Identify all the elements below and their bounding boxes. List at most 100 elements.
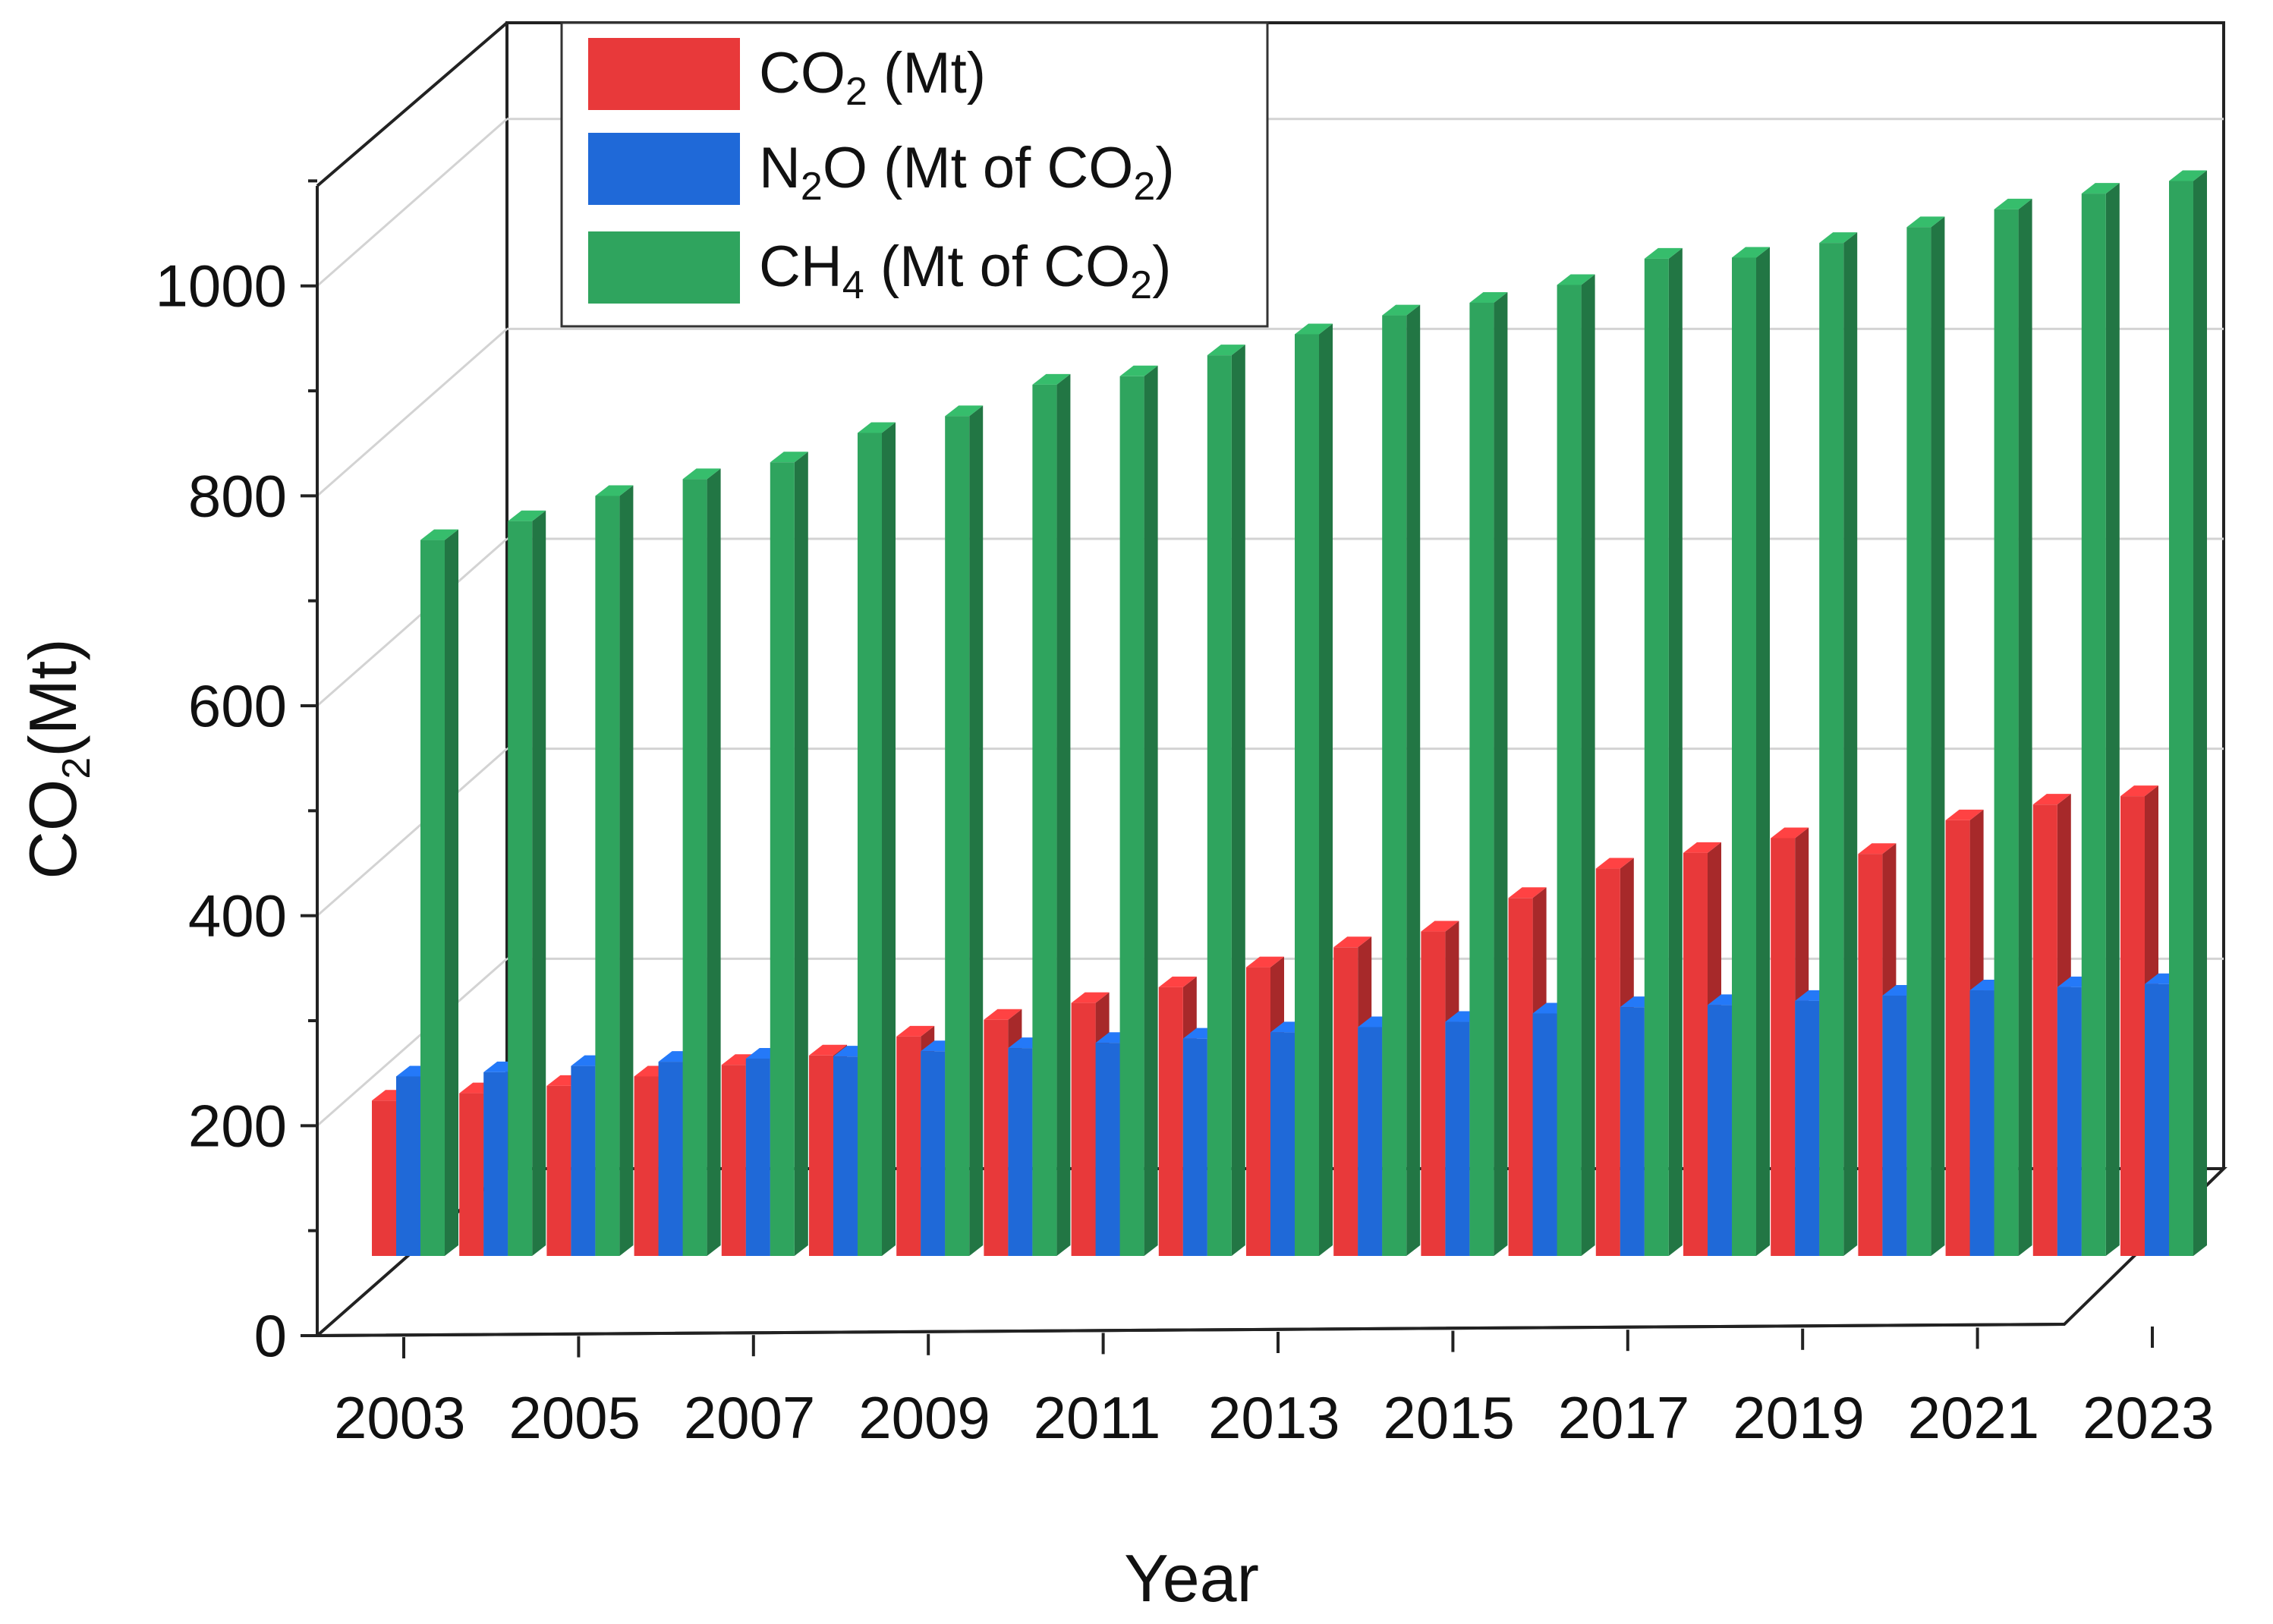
bar-top	[1119, 365, 1158, 376]
bar-top	[2032, 794, 2071, 805]
bar-front	[1095, 1043, 1120, 1256]
bar-front	[809, 1055, 833, 1256]
bar-ch4	[1994, 198, 2032, 1257]
bar-top	[2120, 785, 2158, 797]
bar-front	[858, 433, 882, 1256]
bar-top	[2081, 183, 2120, 194]
bar-side	[969, 405, 984, 1256]
bar-front	[1445, 1021, 1470, 1256]
bar-side	[707, 468, 721, 1257]
bar-ch4	[1644, 247, 1683, 1256]
bar-front	[1469, 302, 1494, 1256]
bar-top	[420, 529, 458, 540]
bar-front	[745, 1058, 770, 1256]
bar-top	[682, 468, 721, 480]
x-tick-label: 2007	[684, 1384, 816, 1451]
bar-top	[809, 1044, 847, 1056]
x-axis-line	[316, 1323, 2065, 1337]
bar-ch4	[1732, 247, 1770, 1256]
bar-front	[770, 462, 795, 1256]
bar-front	[1795, 1000, 1820, 1256]
bar-side	[1756, 247, 1770, 1256]
bar-front	[1295, 334, 1319, 1256]
x-tick-label: 2011	[1034, 1384, 1161, 1451]
bar-top	[1246, 956, 1284, 968]
legend-swatch-co2	[588, 38, 740, 110]
bar-ch4	[595, 485, 634, 1256]
bar-side	[2193, 170, 2207, 1257]
bar-side	[1494, 291, 1508, 1256]
bar-side	[1581, 274, 1595, 1256]
bar-side	[794, 452, 808, 1256]
legend-swatch-n2o	[588, 133, 740, 205]
bar-front	[1644, 258, 1669, 1256]
bar-ch4	[1382, 304, 1421, 1256]
bar-side	[1231, 345, 1245, 1256]
bar-front	[1008, 1048, 1033, 1256]
bar-front	[1771, 838, 1796, 1256]
bar-front	[1683, 852, 1708, 1256]
bar-front	[1333, 947, 1358, 1256]
x-axis-title: Year	[1124, 1541, 1259, 1616]
top-left-depth-edge	[316, 21, 508, 187]
bar-ch4	[945, 405, 984, 1256]
bar-front	[2169, 181, 2193, 1257]
legend-label-ch4: CH4 (Mt of CO2)	[759, 234, 1171, 307]
bar-ch4	[508, 510, 546, 1256]
bar-top	[984, 1009, 1022, 1020]
bar-ch4	[2081, 183, 2120, 1257]
bar-top	[1032, 373, 1071, 385]
bar-co2	[1858, 843, 1897, 1256]
x-tick-label: 2015	[1383, 1384, 1515, 1451]
bar-top	[945, 405, 984, 417]
gridline-left-wall	[316, 747, 508, 917]
bar-front	[396, 1076, 420, 1256]
gridline-left-wall	[316, 958, 508, 1127]
bar-co2	[1771, 827, 1809, 1256]
bar-top	[1644, 247, 1683, 259]
bar-top	[1071, 992, 1110, 1003]
x-tick-label: 2009	[858, 1384, 990, 1451]
bar-top	[1557, 274, 1595, 285]
bar-front	[2081, 194, 2106, 1257]
bar-front	[1595, 868, 1620, 1256]
bar-ch4	[1557, 274, 1595, 1256]
bar-side	[1668, 247, 1683, 1256]
bar-front	[1557, 285, 1582, 1256]
bar-ch4	[1032, 373, 1071, 1257]
bar-front	[682, 479, 707, 1256]
bars	[372, 170, 2207, 1257]
legend-label-co2: CO2 (Mt)	[759, 41, 986, 114]
bar-front	[546, 1085, 571, 1256]
bar-ch4	[420, 529, 458, 1256]
bar-co2	[2032, 794, 2071, 1256]
x-tick-label: 2017	[1558, 1384, 1690, 1451]
bar-front	[1158, 987, 1183, 1256]
bar-top	[1595, 858, 1634, 869]
bar-side	[1406, 304, 1421, 1256]
bar-front	[571, 1065, 596, 1256]
y-tick-label: 600	[188, 672, 287, 739]
bar-top	[1906, 216, 1945, 228]
bar-side	[1319, 323, 1333, 1256]
x-axis: 2003 2005 2007 2009 2011 2013 2015 2017 2019 2021…	[316, 1323, 2215, 1451]
bar-ch4	[1469, 291, 1508, 1256]
y-tick-label: 800	[188, 462, 287, 529]
bar-side	[882, 422, 896, 1256]
bar-ch4	[1119, 365, 1158, 1257]
y-axis-title-rest: (Mt)	[15, 638, 90, 757]
bar-side	[2105, 183, 2120, 1257]
bar-front	[634, 1076, 659, 1256]
back-wall-outline	[505, 21, 2225, 1169]
x-tick-label: 2013	[1208, 1384, 1340, 1451]
bar-front	[984, 1019, 1009, 1256]
bar-front	[1532, 1013, 1557, 1256]
bar-top	[595, 485, 634, 496]
bar-top	[1994, 198, 2032, 209]
bar-top	[1683, 842, 1721, 853]
bar-front	[1119, 376, 1144, 1257]
bar-front	[1732, 257, 1756, 1256]
gridline-left-wall	[316, 118, 508, 287]
x-tick-label: 2021	[1908, 1384, 2040, 1451]
bar-top	[1469, 291, 1508, 303]
